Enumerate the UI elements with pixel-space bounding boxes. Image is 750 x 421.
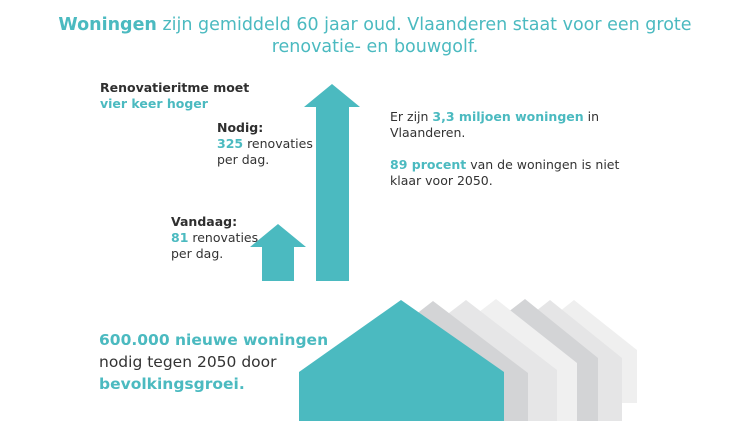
today-line3: per dag. [171,246,224,261]
page-title: Woningen zijn gemiddeld 60 jaar oud. Vla… [0,14,750,58]
fact2-post: van de woningen is niet [466,157,620,172]
title-line2: renovatie- en bouwgolf. [271,37,479,57]
rhythm-line1: Renovatieritme moet [100,80,250,95]
rhythm-text: Renovatieritme moet vier keer hoger [100,80,249,112]
fact1-bold: 3,3 miljoen woningen [432,109,584,124]
new-homes-line2: nodig tegen 2050 door [99,353,277,371]
today-label: Vandaag: [171,214,238,229]
fact2-line2: klaar voor 2050. [390,173,493,188]
today-text: Vandaag: 81 renovaties per dag. [171,214,258,262]
new-homes-text: 600.000 nieuwe woningen nodig tegen 2050… [99,329,328,395]
today-text-unit: renovaties [188,230,259,245]
rhythm-line2: vier keer hoger [100,96,208,111]
today-number: 81 [171,230,189,245]
new-homes-line3: bevolkingsgroei. [99,375,245,393]
arrow-needed [304,84,360,281]
facts-text: Er zijn 3,3 miljoen woningen in Vlaander… [390,109,619,189]
needed-label: Nodig: [217,120,264,135]
title-bold: Woningen [58,15,157,35]
arrow-today [250,224,306,281]
house-teal [299,300,504,421]
title-rest: zijn gemiddeld 60 jaar oud. Vlaanderen s… [156,15,692,35]
fact2-bold: 89 procent [390,157,467,172]
fact1-line2: Vlaanderen. [390,125,466,140]
house-stack [299,299,637,421]
fact1-post: in [583,109,600,124]
needed-text: Nodig: 325 renovaties per dag. [217,120,313,168]
needed-number: 325 [217,136,244,151]
new-homes-bold: 600.000 nieuwe woningen [99,331,329,349]
needed-text-unit: renovaties [243,136,313,151]
needed-line3: per dag. [217,152,270,167]
fact1-pre: Er zijn [390,109,433,124]
